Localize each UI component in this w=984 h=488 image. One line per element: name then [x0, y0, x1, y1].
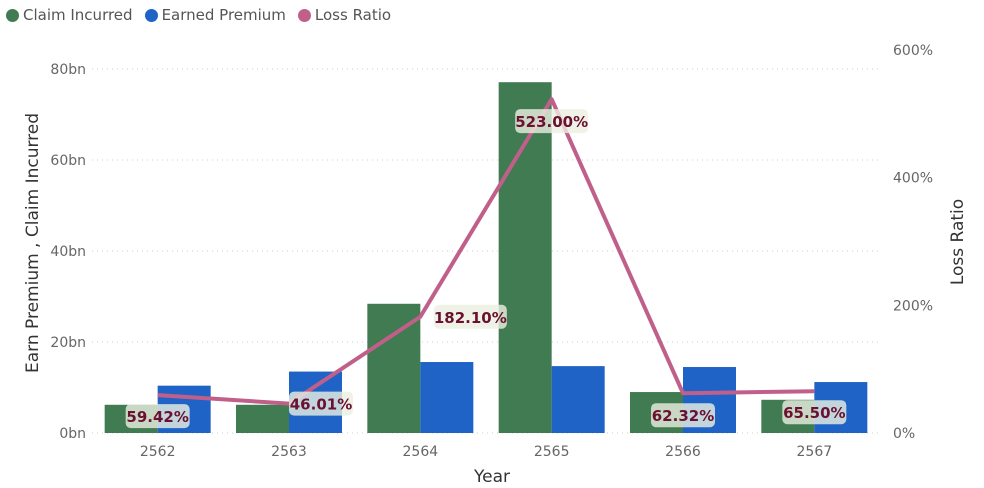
bar-earned-premium [420, 362, 474, 433]
data-label-bg [651, 403, 715, 428]
x-tick-label: 2565 [534, 444, 570, 460]
y-tick-label: 20bn [50, 335, 86, 351]
bar-claim-incurred [498, 82, 552, 433]
data-label: 59.42% [126, 408, 188, 426]
x-tick-label: 2562 [140, 444, 176, 460]
y-tick-label: 40bn [50, 244, 86, 260]
data-label-bg [782, 400, 847, 425]
data-label: 182.10% [434, 309, 507, 327]
y2-tick-label: 200% [893, 298, 933, 314]
data-label: 62.32% [652, 407, 714, 425]
data-label-bg [515, 109, 589, 134]
data-label: 65.50% [783, 404, 845, 422]
legend-item-claim[interactable]: Claim Incurred [6, 6, 133, 24]
bar-claim-incurred [367, 303, 421, 433]
data-label-bg [125, 404, 190, 429]
loss-ratio-line [157, 97, 815, 406]
x-tick-label: 2567 [797, 444, 833, 460]
bar-earned-premium [551, 366, 605, 433]
x-tick-label: 2564 [403, 444, 439, 460]
y-tick-label: 60bn [50, 153, 86, 169]
y-tick-label: 0bn [59, 426, 86, 442]
x-axis-title: Year [473, 467, 510, 487]
data-label-bg [289, 391, 353, 416]
legend-dot-icon [144, 8, 158, 22]
bar-claim-incurred [236, 404, 289, 433]
x-tick-label: 2566 [665, 444, 701, 460]
legend-dot-icon [297, 8, 311, 22]
y2-tick-label: 400% [893, 171, 933, 187]
legend-item-premium[interactable]: Earned Premium [144, 6, 286, 24]
data-label: 46.01% [290, 396, 352, 414]
data-label: 523.00% [515, 113, 588, 131]
x-tick-label: 2563 [271, 444, 307, 460]
y-axis-title: Earn Premium , Claim Incurred [23, 113, 43, 373]
legend-dot-icon [6, 8, 19, 22]
y2-axis-title: Loss Ratio [948, 199, 968, 285]
y-tick-label: 80bn [50, 62, 86, 78]
y2-tick-label: 600% [893, 43, 933, 59]
legend-item-loss-ratio[interactable]: Loss Ratio [297, 6, 391, 24]
legend: Claim Incurred Earned Premium Loss Ratio [6, 6, 391, 24]
data-label-bg [433, 304, 507, 329]
y2-tick-label: 0% [893, 426, 915, 442]
